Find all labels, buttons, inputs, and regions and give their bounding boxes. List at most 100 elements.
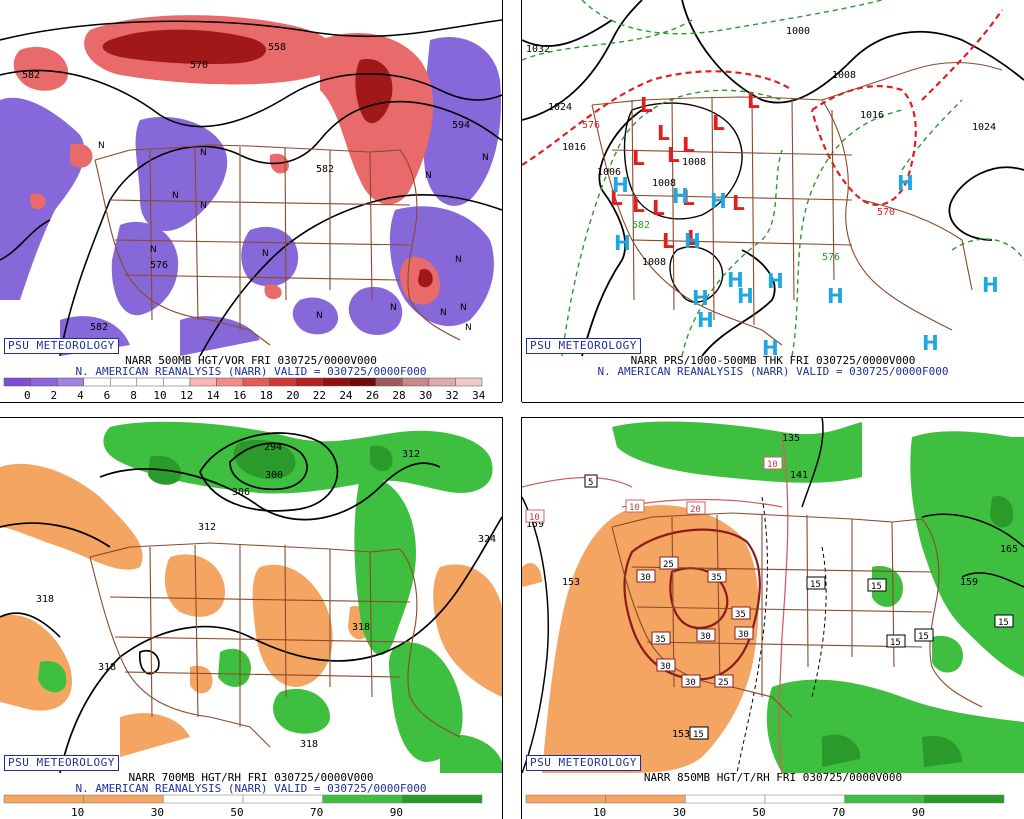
high-pressure-symbol: H [737, 284, 754, 308]
map-background [522, 0, 1024, 356]
colorbar-swatch [402, 377, 430, 387]
contour-label: 570 [190, 60, 208, 71]
isotherm-label-box [681, 674, 701, 688]
contour-label-group: 135 141 159 153 165 159 153 [526, 433, 1018, 740]
humidity-colorbar [525, 794, 1005, 804]
contour-label: 582 [90, 322, 108, 333]
n-symbol: N [455, 255, 462, 265]
panel-subtitle: N. AMERICAN REANALYSIS (NARR) VALID = 03… [597, 365, 949, 378]
isotherm-label: 10 [529, 513, 540, 523]
low-pressure-symbol: L [687, 226, 700, 250]
colorbar-swatch [216, 377, 244, 387]
contour-label: 1024 [972, 122, 996, 133]
colorbar-swatch [189, 377, 217, 387]
contour-label: 318 [300, 739, 318, 750]
colorbar-swatch [242, 377, 270, 387]
low-pressure-symbol: L [732, 191, 745, 215]
isotherm-label: 35 [735, 610, 746, 620]
high-pressure-symbol: H [697, 308, 714, 332]
high-pressure-symbol: H [727, 268, 744, 292]
colorbar-swatch [30, 377, 58, 387]
colorbar-swatch [269, 377, 297, 387]
panel-divider [521, 0, 522, 402]
contour-label: 165 [1000, 544, 1018, 555]
contour-label: 294 [264, 442, 282, 453]
colorbar-tick-label: 30 [418, 389, 433, 402]
isotherm-label-box [689, 726, 709, 740]
low-pressure-symbol: L [682, 133, 695, 157]
colorbar-swatch [163, 794, 244, 804]
low-pressure-symbol: L [747, 89, 760, 113]
low-pressure-symbol: L [610, 186, 623, 210]
panel-divider [522, 417, 1024, 418]
isotherm-label-box [686, 501, 706, 515]
isobar-label-group: 1032 1024 1016 1000 1008 1016 1024 1008 … [526, 26, 996, 268]
isotherm-label: 15 [918, 632, 929, 642]
low-pressure-symbol: L [632, 146, 645, 170]
height-contours [522, 417, 1024, 774]
psu-meteorology-badge: PSU METEOROLOGY [4, 338, 119, 354]
high-pressure-symbol: H [897, 171, 914, 195]
isotherm-label-box [696, 628, 716, 642]
panel-divider [522, 402, 1024, 403]
psu-meteorology-badge: PSU METEOROLOGY [4, 755, 119, 771]
n-symbol: N [460, 303, 467, 313]
colorbar-swatch [3, 377, 31, 387]
contour-label: 159 [526, 519, 544, 530]
high-pressure-symbol: H [827, 284, 844, 308]
humidity-colorbar [3, 794, 483, 804]
colorbar-tick-label: 10 [593, 806, 607, 819]
colorbar-swatch [525, 794, 606, 804]
contour-label: 318 [352, 622, 370, 633]
panel-title: NARR 850MB HGT/T/RH FRI 030725/0000V000 [643, 771, 903, 784]
colorbar-swatch [295, 377, 323, 387]
high-pressure-symbol: H [672, 184, 689, 208]
contour-label: 1032 [526, 44, 550, 55]
vorticity-minimum-symbols: N N N N N N N N N N N N N N [98, 141, 489, 333]
low-pressure-symbol: L [632, 193, 645, 217]
panel-title: NARR PRS/1000-500MB THK FRI 030725/0000V… [630, 354, 916, 367]
contour-label: 1024 [548, 102, 572, 113]
thickness-contours [522, 0, 1024, 357]
political-borders [89, 542, 461, 748]
high-pressure-symbol: H [612, 173, 629, 197]
n-symbol: N [440, 308, 447, 318]
panel-850mb-temp-humidity: 135 141 159 153 165 159 153 5 10 10 20 10 25 3… [522, 417, 1024, 819]
n-symbol: N [316, 311, 323, 321]
contour-label: 324 [478, 534, 496, 545]
isotherm-label: 30 [640, 573, 651, 583]
isotherm-label-box [656, 658, 676, 672]
n-symbol: N [465, 323, 472, 333]
contour-label: 1008 [652, 178, 676, 189]
high-pressure-symbol: H [762, 336, 779, 360]
thickness-label: 576 [582, 120, 600, 131]
panel-divider [502, 0, 503, 402]
isotherm-label: 35 [655, 635, 666, 645]
political-borders [94, 144, 461, 346]
colorbar-tick-labels: 10 30 50 70 90 [0, 806, 502, 819]
isotherm-label-box [714, 674, 734, 688]
panel-divider [521, 417, 522, 819]
colorbar-swatch [348, 377, 377, 387]
isotherm-label-box [806, 576, 826, 590]
contour-label-group: 582 570 558 594 582 576 582 [22, 42, 470, 333]
panel-500mb-vorticity: 582 570 558 594 582 576 582 N N N N N N … [0, 0, 502, 402]
isotherm-label: 10 [767, 460, 778, 470]
contour-label: 312 [198, 522, 216, 533]
colorbar-tick-label: 2 [50, 389, 58, 402]
colorbar-swatch [375, 377, 403, 387]
low-pressure-symbol: L [667, 143, 680, 167]
dewpoint-contours [736, 496, 827, 774]
contour-label: 582 [316, 164, 334, 175]
isotherm-label: 15 [871, 582, 882, 592]
thickness-label-group-green: 582 576 [632, 220, 840, 263]
colorbar-swatch [402, 794, 483, 804]
dry-air-areas [522, 505, 759, 773]
panel-title: NARR 700MB HGT/RH FRI 030725/0000V000 [128, 771, 374, 784]
contour-label: 153 [672, 729, 690, 740]
map-pressure-thickness: 1032 1024 1016 1000 1008 1016 1024 1008 … [522, 0, 1024, 360]
contour-label: 312 [402, 449, 420, 460]
contour-label: 141 [790, 470, 808, 481]
map-850mb-temp-humidity: 135 141 159 153 165 159 153 5 10 10 20 10 25 3… [522, 417, 1024, 804]
